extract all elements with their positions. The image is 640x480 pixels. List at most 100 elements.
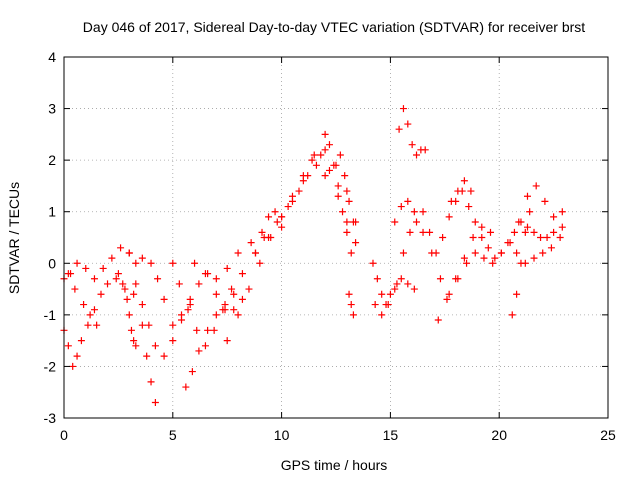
data-point (346, 291, 353, 298)
data-point (544, 234, 551, 241)
data-point (343, 229, 350, 236)
series-arc-19 (391, 182, 566, 297)
data-point (265, 213, 272, 220)
x-axis-label: GPS time / hours (281, 457, 388, 473)
data-point (509, 311, 516, 318)
y-tick-label: -1 (44, 307, 57, 323)
data-point (248, 239, 255, 246)
data-point (124, 296, 131, 303)
data-point (211, 327, 218, 334)
series-arc-21 (448, 177, 475, 205)
series-arc-7 (148, 151, 351, 328)
series-arc-1 (61, 244, 146, 282)
data-point (526, 208, 533, 215)
data-point (178, 311, 185, 318)
data-point (533, 182, 540, 189)
data-point (108, 255, 115, 262)
series-arc-17 (372, 275, 418, 318)
series-arc-9 (182, 296, 246, 391)
y-tick-label: 3 (48, 101, 56, 117)
data-point (235, 249, 242, 256)
data-point (161, 353, 168, 360)
data-point (195, 347, 202, 354)
series-arc-15 (346, 219, 360, 319)
data-point (531, 255, 538, 262)
data-point (398, 275, 405, 282)
data-point (91, 275, 98, 282)
data-point (343, 188, 350, 195)
data-point (132, 280, 139, 287)
data-point (454, 188, 461, 195)
data-point (420, 208, 427, 215)
data-point (161, 296, 168, 303)
data-point (411, 208, 418, 215)
data-point (461, 177, 468, 184)
data-point (189, 368, 196, 375)
data-point (93, 322, 100, 329)
data-point (411, 286, 418, 293)
data-point (426, 229, 433, 236)
data-point (335, 182, 342, 189)
data-point (274, 219, 281, 226)
data-point (559, 224, 566, 231)
y-tick-label: 0 (48, 255, 56, 271)
data-point (285, 203, 292, 210)
data-point (406, 229, 413, 236)
data-point (531, 229, 538, 236)
data-point (152, 342, 159, 349)
data-point (404, 198, 411, 205)
data-point (84, 322, 91, 329)
data-point (245, 286, 252, 293)
data-point (548, 244, 555, 251)
data-point (74, 260, 81, 267)
data-point (152, 399, 159, 406)
data-point (139, 255, 146, 262)
data-point (213, 291, 220, 298)
data-point (398, 203, 405, 210)
data-point (272, 208, 279, 215)
data-point (467, 188, 474, 195)
data-point (400, 105, 407, 112)
data-point (439, 234, 446, 241)
data-point (169, 337, 176, 344)
data-point (550, 213, 557, 220)
data-point (104, 280, 111, 287)
y-tick-label: -2 (44, 358, 57, 374)
data-point (391, 219, 398, 226)
data-point (182, 384, 189, 391)
chart-title: Day 046 of 2017, Sidereal Day-to-day VTE… (83, 19, 585, 35)
x-tick-label: 20 (491, 427, 507, 443)
data-point (100, 265, 107, 272)
plot-frame (64, 57, 608, 418)
data-point (91, 306, 98, 313)
data-point (235, 311, 242, 318)
data-point (472, 219, 479, 226)
data-point (193, 327, 200, 334)
data-point (326, 167, 333, 174)
data-point (169, 260, 176, 267)
data-point (513, 249, 520, 256)
data-point (511, 229, 518, 236)
y-tick-label: 4 (48, 49, 56, 65)
x-tick-label: 0 (60, 427, 68, 443)
data-point (369, 260, 376, 267)
data-point (289, 193, 296, 200)
data-point (213, 275, 220, 282)
data-point (239, 270, 246, 277)
data-point (278, 213, 285, 220)
data-point (191, 260, 198, 267)
data-point (446, 213, 453, 220)
data-point (539, 249, 546, 256)
chart-container: Day 046 of 2017, Sidereal Day-to-day VTE… (0, 0, 640, 480)
data-point (337, 151, 344, 158)
series-arc-20 (435, 224, 494, 324)
data-point (117, 244, 124, 251)
data-point (80, 301, 87, 308)
data-point (550, 229, 557, 236)
y-tick-label: 1 (48, 204, 56, 220)
data-point (187, 296, 194, 303)
data-point (128, 327, 135, 334)
data-point (557, 234, 564, 241)
data-point (559, 208, 566, 215)
data-point (169, 322, 176, 329)
